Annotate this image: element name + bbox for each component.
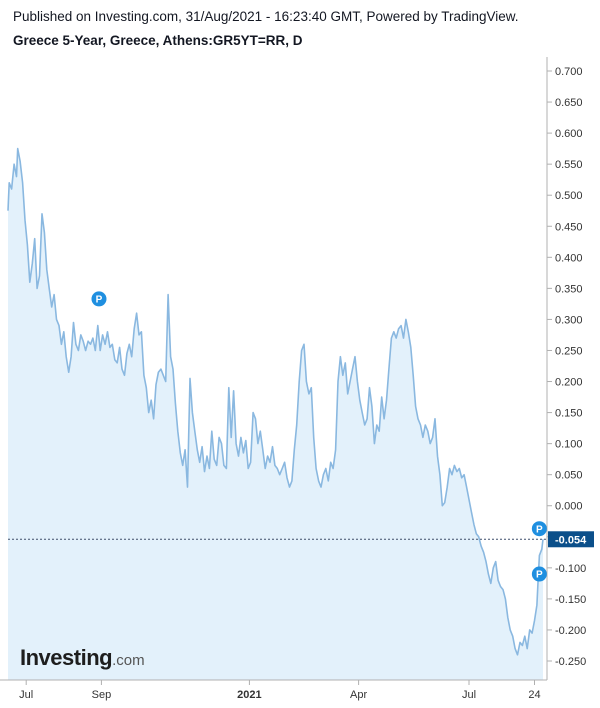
last-value-box — [548, 531, 594, 548]
logo-main-text: Investing — [20, 645, 113, 670]
y-tick-label: 0.250 — [555, 345, 583, 357]
x-tick-label: Apr — [350, 689, 367, 701]
event-marker-circle — [91, 291, 107, 307]
last-value-label: -0.054 — [555, 534, 587, 546]
y-tick-label: -0.250 — [555, 656, 586, 668]
x-tick-label: 2021 — [237, 689, 261, 701]
y-axis: 0.700 0.650 0.600 0.550 0.500 0.450 0.400 0.350… — [546, 57, 594, 680]
event-marker-label: P — [536, 524, 543, 535]
x-tick-label: Sep — [92, 689, 112, 701]
event-marker-label: P — [536, 570, 543, 581]
y-tick-label: 0.400 — [555, 252, 583, 264]
y-tick-label: 0.450 — [555, 221, 583, 233]
y-tick-label: 0.200 — [555, 377, 583, 389]
markers: P P P — [91, 291, 547, 582]
x-tick-label: Jul — [462, 689, 476, 701]
chart-title: Greece 5-Year, Greece, Athens:GR5YT=RR, … — [13, 33, 303, 48]
event-marker-icon[interactable]: P — [531, 521, 547, 537]
y-tick-label: -0.200 — [555, 625, 586, 637]
series-line — [7, 147, 544, 656]
event-marker-icon[interactable]: P — [91, 291, 107, 307]
y-tick-label: 0.700 — [555, 66, 583, 78]
y-tick-label: 0.350 — [555, 283, 583, 295]
y-tick-label: 0.100 — [555, 439, 583, 451]
y-tick-label: 0.150 — [555, 408, 583, 420]
series-area-fill — [8, 148, 543, 681]
y-tick-label: 0.550 — [555, 159, 583, 171]
y-tick-label: -0.150 — [555, 594, 586, 606]
y-tick-label: 0.300 — [555, 314, 583, 326]
x-axis: Jul Sep 2021 Apr Jul 24 — [0, 679, 547, 701]
investing-logo: Investing.com — [20, 647, 145, 669]
y-tick-label: 0.050 — [555, 470, 583, 482]
published-info: Published on Investing.com, 31/Aug/2021 … — [13, 9, 519, 24]
y-tick-label: 0.650 — [555, 97, 583, 109]
y-tick-label: 0.500 — [555, 190, 583, 202]
event-marker-label: P — [96, 295, 103, 306]
event-marker-icon[interactable]: P — [531, 566, 547, 582]
event-marker-circle — [531, 521, 547, 537]
y-tick-label: -0.100 — [555, 563, 586, 575]
x-tick-label: 24 — [528, 689, 540, 701]
y-tick-label: 0.600 — [555, 128, 583, 140]
event-marker-circle — [531, 566, 547, 582]
x-tick-label: Jul — [19, 689, 33, 701]
logo-suffix-text: .com — [112, 652, 145, 669]
plot-area — [7, 147, 547, 681]
y-tick-label: 0.000 — [555, 501, 583, 513]
